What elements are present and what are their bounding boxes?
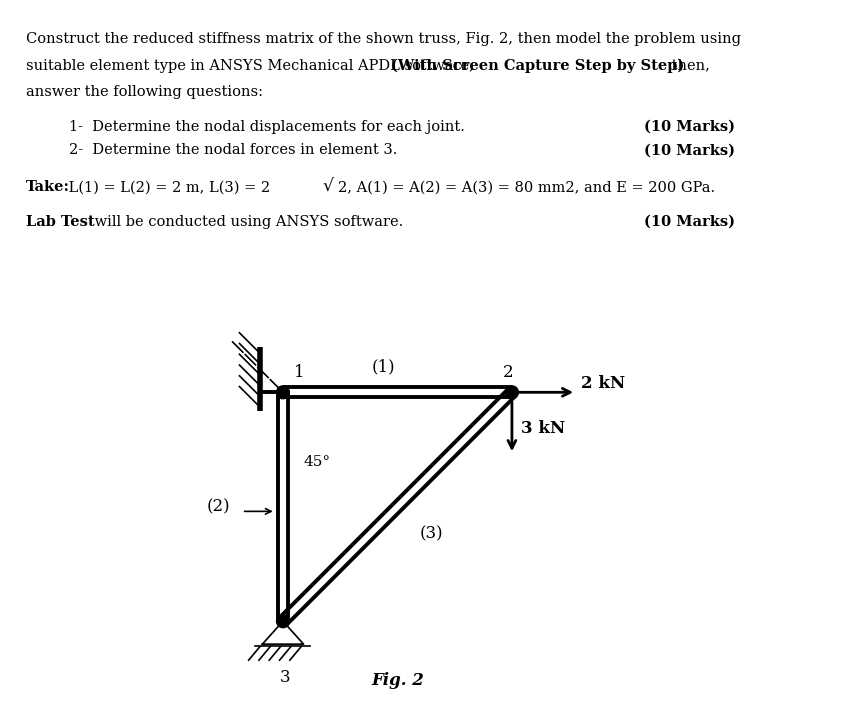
Text: (3): (3) bbox=[420, 526, 443, 543]
Text: 3 kN: 3 kN bbox=[521, 420, 565, 437]
Text: (10 Marks): (10 Marks) bbox=[644, 215, 735, 229]
Text: will be conducted using ANSYS software.: will be conducted using ANSYS software. bbox=[90, 215, 404, 229]
Text: (With Screen Capture Step by Step): (With Screen Capture Step by Step) bbox=[391, 59, 684, 73]
Text: √: √ bbox=[322, 179, 333, 196]
Text: then,: then, bbox=[667, 59, 710, 73]
Text: 2: 2 bbox=[503, 364, 514, 381]
Text: 45°: 45° bbox=[303, 455, 331, 468]
Text: suitable element type in ANSYS Mechanical APDL software,: suitable element type in ANSYS Mechanica… bbox=[26, 59, 478, 73]
Text: 1-  Determine the nodal displacements for each joint.: 1- Determine the nodal displacements for… bbox=[69, 120, 465, 134]
Text: (1): (1) bbox=[372, 359, 395, 376]
Circle shape bbox=[277, 386, 289, 399]
Text: 2, A(1) = A(2) = A(3) = 80 mm2, and E = 200 GPa.: 2, A(1) = A(2) = A(3) = 80 mm2, and E = … bbox=[338, 180, 715, 195]
Text: 3: 3 bbox=[280, 669, 290, 687]
Text: Lab Test: Lab Test bbox=[26, 215, 94, 229]
Text: (2): (2) bbox=[207, 498, 231, 516]
Text: Construct the reduced stiffness matrix of the shown truss, Fig. 2, then model th: Construct the reduced stiffness matrix o… bbox=[26, 32, 740, 47]
Text: (10 Marks): (10 Marks) bbox=[644, 143, 735, 158]
Text: 2-  Determine the nodal forces in element 3.: 2- Determine the nodal forces in element… bbox=[69, 143, 397, 158]
Text: Fig. 2: Fig. 2 bbox=[371, 672, 423, 690]
Circle shape bbox=[277, 615, 289, 628]
Circle shape bbox=[505, 386, 518, 399]
Text: L(1) = L(2) = 2 m, L(3) = 2: L(1) = L(2) = 2 m, L(3) = 2 bbox=[64, 180, 271, 195]
Text: (10 Marks): (10 Marks) bbox=[644, 120, 735, 134]
Text: answer the following questions:: answer the following questions: bbox=[26, 85, 263, 100]
Polygon shape bbox=[262, 621, 303, 644]
Text: 1: 1 bbox=[295, 364, 305, 381]
Text: 2 kN: 2 kN bbox=[581, 374, 624, 392]
Text: Take:: Take: bbox=[26, 180, 70, 195]
